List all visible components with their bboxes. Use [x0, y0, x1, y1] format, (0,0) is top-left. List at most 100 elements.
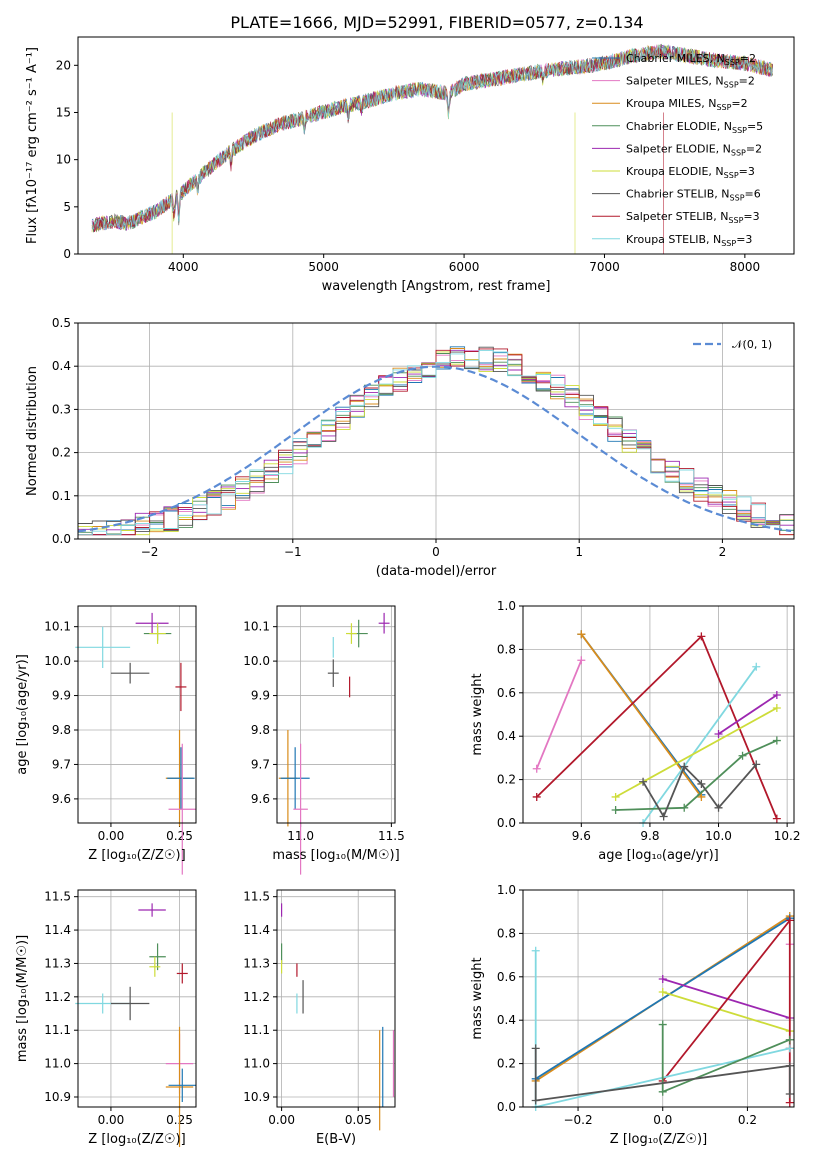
y-tick-label: 11.1 [243, 1023, 270, 1037]
y-tick-label: 10.0 [243, 654, 270, 668]
data-point [577, 630, 586, 639]
y-tick-label: 9.8 [251, 723, 270, 737]
x-tick-label: 4000 [168, 260, 199, 274]
data-point [772, 736, 781, 745]
y-axis-label: Flux [fλ10⁻¹⁷ erg cm⁻² s⁻¹ A⁻¹] [25, 47, 40, 244]
data-point [785, 1035, 794, 1044]
x-tick-label: 0.05 [345, 1113, 372, 1127]
y-tick-label: 9.8 [52, 723, 71, 737]
axes-frame [276, 605, 396, 824]
data-point [531, 946, 540, 955]
y-tick-label: 0.0 [497, 1100, 516, 1114]
spectrum-line-kroupa_stelib [91, 44, 773, 231]
errorbar-chabrier_stelib [110, 986, 150, 1021]
series-kroupa_miles [577, 630, 706, 801]
x-axis-label: Z [log₁₀(Z/Z☉)] [88, 848, 185, 863]
data-point [531, 1096, 540, 1105]
y-tick-label: 11.2 [243, 990, 270, 1004]
series-line [580, 633, 703, 798]
errorbar-chabrier_miles [168, 1068, 196, 1102]
series-line [535, 659, 583, 770]
y-tick-label: 0.8 [497, 926, 516, 940]
errorbar-kroupa_elodie [149, 956, 161, 977]
series-kroupa_stelib [639, 662, 761, 827]
series-line [642, 763, 757, 819]
series-chabrier_stelib [639, 760, 761, 821]
y-tick-label: 0 [63, 247, 71, 261]
y-tick-label: 11.4 [44, 923, 71, 937]
x-tick-label: 10.0 [705, 829, 732, 843]
x-tick-label: 9.6 [572, 829, 591, 843]
axes-frame [77, 889, 197, 1108]
y-tick-label: 9.7 [52, 757, 71, 771]
legend-label-salpeter_miles: Salpeter MILES, NSSP=2 [626, 75, 755, 90]
y-tick-label: 11.1 [44, 1023, 71, 1037]
x-tick-label: 6000 [449, 260, 480, 274]
x-tick-label: 0.25 [166, 829, 193, 843]
series-chabrier_elodie [611, 736, 781, 814]
x-axis-label: (data-model)/error [376, 564, 497, 579]
y-axis-label: Normed distribution [25, 366, 40, 496]
y-tick-label: 9.6 [251, 792, 270, 806]
x-tick-label: 0.0 [653, 1113, 672, 1127]
series-salpeter_elodie [714, 690, 781, 739]
data-point [658, 987, 667, 996]
y-tick-label: 9.6 [52, 792, 71, 806]
data-point [738, 751, 747, 760]
errorbar-kroupa_stelib [75, 626, 131, 668]
y-tick-label: 0.0 [497, 816, 516, 830]
series-line [615, 739, 778, 811]
x-tick-label: 1 [575, 545, 583, 559]
data-point [532, 792, 541, 801]
x-tick-label: 0.00 [98, 829, 125, 843]
series-chabrier_elodie [658, 1020, 794, 1096]
errorbar-chabrier_miles [280, 747, 310, 810]
data-point [658, 1087, 667, 1096]
x-tick-label: −2 [141, 545, 159, 559]
series-kroupa_elodie [658, 987, 794, 1036]
data-point [714, 803, 723, 812]
y-tick-label: 10.1 [243, 620, 270, 634]
y-tick-label: 0.6 [497, 686, 516, 700]
x-axis-label: E(B-V) [316, 1132, 356, 1147]
axes-frame [77, 36, 795, 255]
x-tick-label: 5000 [308, 260, 339, 274]
age-vs-metallicity-panel: 0.00 0.25 9.6 9.7 9.8 9.9 10.0 10.1 Z [log₁₀(Z/Z… [15, 605, 197, 875]
axes-frame [77, 322, 795, 540]
errorbar-salpeter_elodie [378, 612, 390, 634]
x-tick-label: 0.00 [268, 1113, 295, 1127]
x-tick-label: 10.2 [774, 829, 801, 843]
y-tick-label: 11.3 [44, 956, 71, 970]
spectrum-panel: 4000 5000 6000 7000 8000 0 5 10 15 20 wavelength [… [25, 36, 795, 294]
series-salpeter_stelib [532, 632, 781, 823]
normal-curve [77, 365, 792, 533]
errorbar-salpeter_miles [293, 743, 308, 875]
y-tick-label: 0.4 [497, 1013, 516, 1027]
series-line [662, 978, 791, 1019]
y-tick-label: 0.2 [497, 773, 516, 787]
series-line [615, 707, 778, 798]
data-point [611, 792, 620, 801]
y-tick-label: 1.0 [497, 599, 516, 613]
y-tick-label: 11.2 [44, 990, 71, 1004]
legend-label-salpeter_stelib: Salpeter STELIB, NSSP=3 [626, 210, 760, 225]
errorbar-kroupa_elodie [149, 623, 166, 644]
y-tick-label: 11.3 [243, 956, 270, 970]
x-tick-label: 2 [719, 545, 727, 559]
legend-label-kroupa_elodie: Kroupa ELODIE, NSSP=3 [626, 165, 755, 180]
series-line [535, 917, 791, 1080]
legend-label-chabrier_miles: Chabrier MILES, NSSP=2 [626, 52, 756, 67]
legend-label-chabrier_elodie: Chabrier ELODIE, NSSP=5 [626, 120, 763, 135]
data-point [752, 662, 761, 671]
x-tick-label: −1 [284, 545, 302, 559]
x-tick-label: 8000 [730, 260, 761, 274]
data-point [680, 762, 689, 771]
axes-frame [522, 889, 795, 1108]
y-tick-label: 0.2 [52, 446, 71, 460]
data-point [697, 779, 706, 788]
x-tick-label: 0.00 [98, 1113, 125, 1127]
legend-label-normal: 𝒩(0, 1) [732, 338, 772, 351]
spectrum-line-salpeter_miles [91, 44, 773, 232]
